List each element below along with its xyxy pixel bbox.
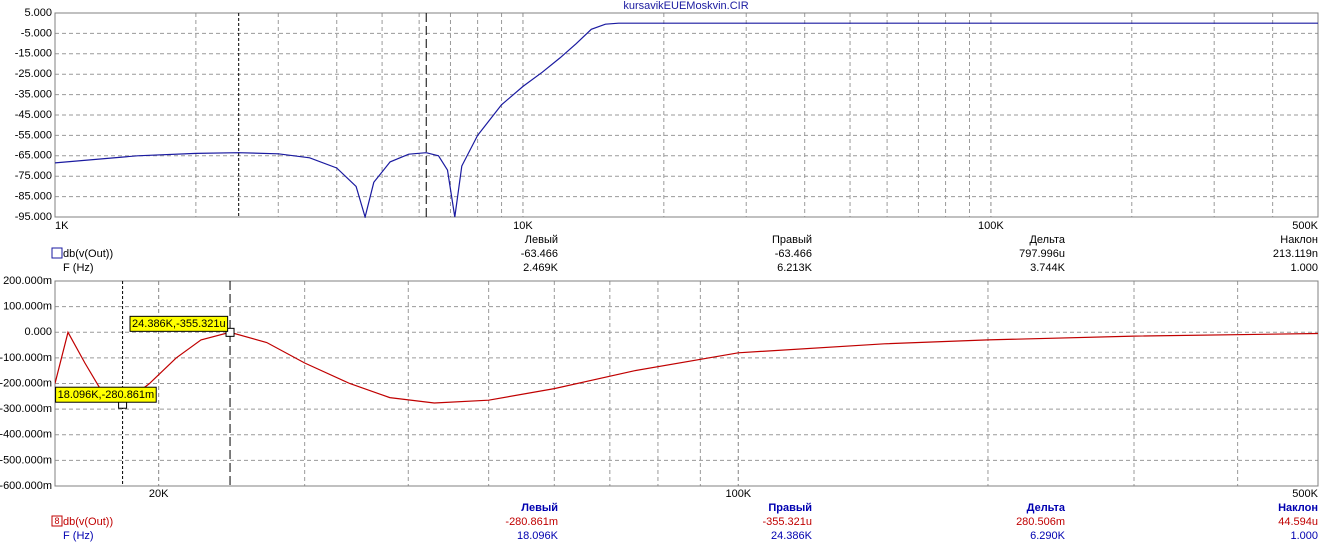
series-line	[55, 330, 1318, 405]
cursor-tag: 18.096K,-280.861m	[55, 386, 157, 403]
y-tick-label: -95.000	[15, 211, 52, 223]
readout-x-name: F (Hz)	[63, 262, 94, 274]
readout-header: Левый	[525, 234, 558, 246]
readout-header: Наклон	[1278, 502, 1318, 514]
readout-x-value: 18.096K	[517, 530, 559, 542]
x-tick-label: 500K	[1292, 220, 1318, 232]
y-tick-label: -65.000	[15, 150, 52, 162]
cursor-tag: 24.386K,-355.321u	[129, 315, 229, 332]
readout-header: Правый	[768, 502, 812, 514]
y-tick-label: -100.000m	[0, 352, 52, 364]
chart: 5.000 -5.000 -15.000 -25.000 -35.000 -45.000 -…	[15, 7, 1319, 274]
cursor-marker	[225, 327, 235, 337]
legend-label: db(v(Out))	[63, 516, 113, 528]
readout-value: 797.996u	[1019, 248, 1065, 260]
readout-value: -63.466	[775, 248, 812, 260]
plot-frame	[54, 12, 1319, 218]
x-tick-label: 100K	[978, 220, 1004, 232]
y-tick-label: -35.000	[15, 89, 52, 101]
series-line	[55, 22, 1318, 218]
y-tick-label: -75.000	[15, 170, 52, 182]
readout-value: -355.321u	[762, 516, 812, 528]
y-tick-label: -600.000m	[0, 480, 52, 492]
legend-marker-label: 8	[54, 516, 59, 526]
y-tick-label: -5.000	[21, 27, 52, 39]
y-tick-label: -45.000	[15, 109, 52, 121]
y-tick-label: 100.000m	[3, 301, 52, 313]
x-tick-label: 10K	[513, 220, 533, 232]
readout-value: 280.506m	[1016, 516, 1065, 528]
y-tick-label: 5.000	[24, 7, 52, 19]
chart-title: kursavikEUEMoskvin.CIR	[623, 0, 748, 12]
x-tick-label: 100K	[725, 488, 751, 500]
readout-x-value: 6.213K	[777, 262, 813, 274]
cursor-tag-label: 24.386K,-355.321u	[132, 318, 226, 330]
y-tick-label: -500.000m	[0, 454, 52, 466]
x-tick-label: 20K	[149, 488, 169, 500]
readout-x-value: 3.744K	[1030, 262, 1066, 274]
readout-value: -63.466	[521, 248, 558, 260]
legend-label: db(v(Out))	[63, 248, 113, 260]
readout-header: Дельта	[1027, 502, 1066, 514]
readout-value: -280.861m	[505, 516, 558, 528]
readout-header: Наклон	[1280, 234, 1318, 246]
readout-header: Дельта	[1029, 234, 1065, 246]
cursor-tag-box	[55, 386, 157, 403]
y-tick-label: -85.000	[15, 191, 52, 203]
readout-x-value: 6.290K	[1030, 530, 1066, 542]
readout-header: Левый	[521, 502, 558, 514]
readout-x-value: 2.469K	[523, 262, 559, 274]
cursor-tag-label: 18.096K,-280.861m	[58, 389, 155, 401]
y-tick-label: 0.000	[24, 326, 52, 338]
y-tick-label: 200.000m	[3, 275, 52, 287]
readout-x-name: F (Hz)	[63, 530, 94, 542]
y-tick-label: -400.000m	[0, 429, 52, 441]
y-tick-label: -300.000m	[0, 403, 52, 415]
y-tick-label: -25.000	[15, 68, 52, 80]
x-tick-label: 1K	[55, 220, 69, 232]
readout-header: Правый	[772, 234, 812, 246]
y-tick-label: -55.000	[15, 129, 52, 141]
readout-x-value: 1.000	[1290, 530, 1318, 542]
y-tick-label: -200.000m	[0, 377, 52, 389]
readout-value: 44.594u	[1278, 516, 1318, 528]
cursor-tag-box	[129, 315, 229, 332]
readout-value: 213.119n	[1273, 248, 1318, 260]
chart: 200.000m 100.000m 0.000 -100.000m -200.000m -…	[0, 275, 1319, 542]
legend-marker	[51, 515, 63, 527]
legend-marker	[51, 247, 63, 259]
readout-x-value: 24.386K	[771, 530, 813, 542]
y-tick-label: -15.000	[15, 48, 52, 60]
x-tick-label: 500K	[1292, 488, 1318, 500]
readout-x-value: 1.000	[1290, 262, 1318, 274]
